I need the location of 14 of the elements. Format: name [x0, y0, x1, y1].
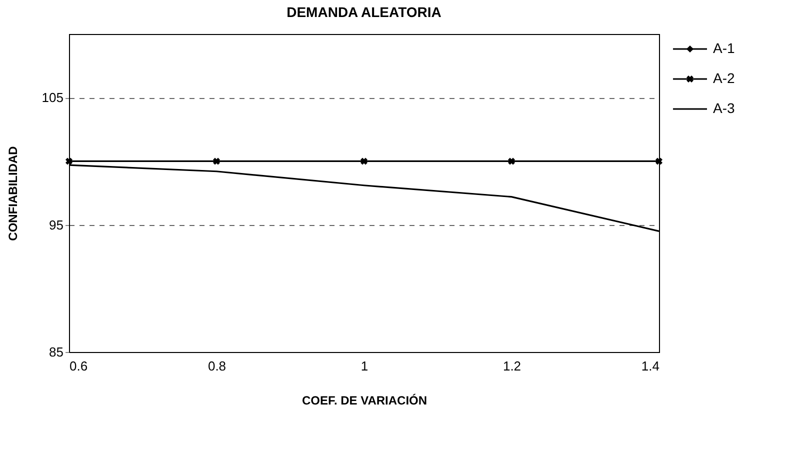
y-tick-label: 95 — [49, 217, 64, 232]
legend-label: A-2 — [713, 70, 735, 86]
x-tick-label: 0.8 — [208, 358, 226, 374]
x-tick-label: 1.4 — [641, 358, 660, 374]
chart-title: DEMANDA ALEATORIA — [286, 4, 442, 20]
y-tick-label: 85 — [49, 344, 64, 360]
y-tick-label: 105 — [42, 90, 64, 106]
legend-label: A-1 — [713, 40, 735, 56]
x-axis-title: COEF. DE VARIACIÓN — [302, 394, 428, 408]
x-tick-label: 1 — [360, 358, 368, 374]
y-axis-title: CONFIABILIDAD — [6, 146, 20, 241]
x-tick-label: 0.6 — [70, 358, 88, 374]
legend-label: A-3 — [713, 100, 735, 116]
x-tick-label: 1.2 — [502, 358, 522, 374]
